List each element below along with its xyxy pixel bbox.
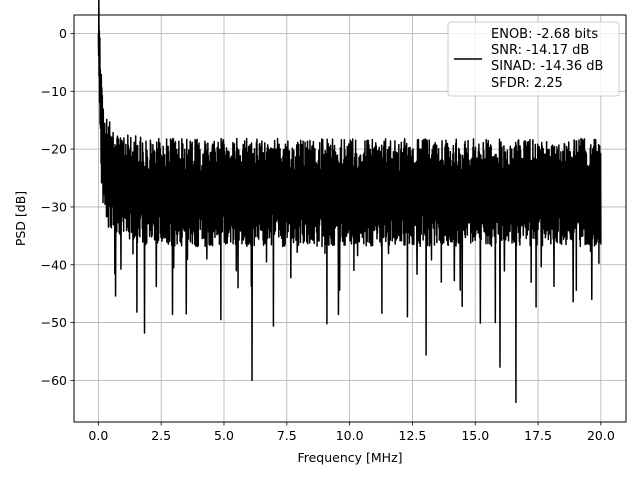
y-tick-label: −30	[41, 199, 67, 214]
x-tick-label: 17.5	[524, 428, 552, 443]
x-tick-label: 7.5	[277, 428, 297, 443]
y-axis-label: PSD [dB]	[13, 191, 28, 246]
x-axis-ticks: 0.0 2.5 5.0 7.5 10.0 12.5 15.0 17.5 20.0	[88, 422, 615, 443]
x-tick-label: 12.5	[399, 428, 427, 443]
y-tick-label: −10	[41, 84, 67, 99]
legend-box	[447, 21, 620, 97]
y-tick-label: −60	[41, 373, 67, 388]
x-tick-label: 10.0	[336, 428, 364, 443]
y-tick-label: −40	[41, 257, 67, 272]
legend-enob: ENOB: -2.68 bits	[491, 27, 598, 42]
x-tick-label: 20.0	[587, 428, 615, 443]
legend-snr: SNR: -14.17 dB	[491, 43, 589, 58]
legend: ENOB: -2.68 bits SNR: -14.17 dB SINAD: -…	[447, 21, 620, 97]
y-tick-label: −50	[41, 315, 67, 330]
series-layer	[97, 0, 602, 404]
y-tick-label: 0	[59, 26, 67, 41]
x-tick-label: 0.0	[88, 428, 108, 443]
x-axis-label: Frequency [MHz]	[297, 450, 402, 465]
y-tick-label: −20	[41, 142, 67, 157]
y-axis-ticks: 0 −10 −20 −30 −40 −50 −60	[41, 26, 74, 388]
legend-sinad: SINAD: -14.36 dB	[491, 59, 603, 74]
legend-sfdr: SFDR: 2.25	[491, 76, 563, 91]
x-tick-label: 2.5	[151, 428, 171, 443]
x-tick-label: 5.0	[214, 428, 234, 443]
psd-series-line	[97, 0, 602, 404]
x-tick-label: 15.0	[461, 428, 489, 443]
